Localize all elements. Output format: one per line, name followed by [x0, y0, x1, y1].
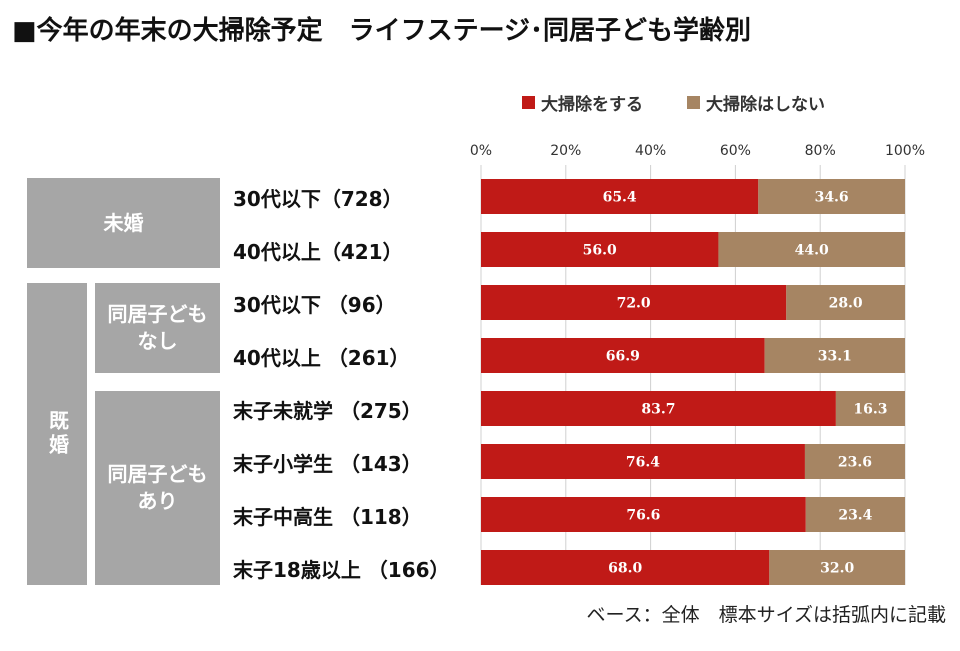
group-with-children: 同居子ども あり — [95, 391, 220, 585]
bar-no-cleaning — [835, 391, 905, 426]
legend-swatch-not — [687, 96, 700, 109]
chart-title: ■今年の年末の大掃除予定 ライフステージ･同居子ども学齢別 — [12, 16, 752, 46]
row-label: 30代以下（728） — [233, 187, 403, 211]
bar-do-cleaning — [481, 497, 806, 532]
bar-do-cleaning — [481, 550, 770, 585]
row-label: 40代以上 （261） — [233, 346, 410, 370]
x-tick-label: 60% — [720, 143, 751, 159]
row-label: 末子中高生 （118） — [233, 505, 422, 529]
bar-no-cleaning — [804, 444, 905, 479]
bar-do-cleaning — [481, 444, 805, 479]
bar-no-cleaning — [786, 285, 905, 320]
x-tick-label: 100% — [885, 143, 925, 159]
data-label: 44.0 — [795, 243, 829, 259]
data-label: 32.0 — [820, 561, 854, 577]
group-unmarried: 未婚 — [27, 178, 220, 268]
bar-no-cleaning — [718, 232, 905, 267]
legend-label-do: 大掃除をする — [541, 95, 643, 115]
bar-no-cleaning — [805, 497, 905, 532]
data-label: 76.6 — [626, 508, 660, 524]
bar-no-cleaning — [758, 179, 905, 214]
x-tick-label: 80% — [805, 143, 836, 159]
data-label: 66.9 — [606, 349, 640, 365]
x-tick-label: 0% — [470, 143, 492, 159]
row-label: 末子18歳以上 （166） — [233, 558, 450, 582]
row-label: 末子未就学 （275） — [233, 399, 422, 423]
bar-do-cleaning — [481, 391, 836, 426]
data-label: 23.6 — [838, 455, 872, 471]
legend-item-not: 大掃除はしない — [687, 90, 825, 115]
group-married: 既婚 — [27, 283, 87, 585]
bar-no-cleaning — [769, 550, 905, 585]
data-label: 56.0 — [583, 243, 617, 259]
legend-label-not: 大掃除はしない — [706, 95, 825, 115]
base-note: ベース：全体 標本サイズは括弧内に記載 — [586, 604, 946, 626]
x-tick-label: 40% — [635, 143, 666, 159]
data-label: 34.6 — [815, 190, 849, 206]
data-label: 28.0 — [829, 296, 863, 312]
x-tick-label: 20% — [550, 143, 581, 159]
group-married-label: 既婚 — [45, 410, 70, 458]
legend: 大掃除をする 大掃除はしない — [522, 90, 825, 115]
data-label: 72.0 — [617, 296, 651, 312]
data-label: 68.0 — [608, 561, 642, 577]
bar-do-cleaning — [481, 285, 787, 320]
bar-do-cleaning — [481, 232, 719, 267]
data-label: 16.3 — [853, 402, 887, 418]
bar-do-cleaning — [481, 179, 759, 214]
data-label: 65.4 — [603, 190, 637, 206]
bar-no-cleaning — [764, 338, 905, 373]
bar-do-cleaning — [481, 338, 765, 373]
data-label: 23.4 — [838, 508, 872, 524]
group-with-children-label: 同居子ども あり — [107, 462, 208, 513]
row-label: 40代以上（421） — [233, 240, 403, 264]
group-no-children-label: 同居子ども なし — [107, 302, 208, 353]
legend-item-do: 大掃除をする — [522, 90, 643, 115]
data-label: 33.1 — [818, 349, 852, 365]
legend-swatch-do — [522, 96, 535, 109]
group-no-children: 同居子ども なし — [95, 283, 220, 373]
data-label: 76.4 — [626, 455, 660, 471]
row-label: 30代以下 （96） — [233, 293, 396, 317]
row-label: 末子小学生 （143） — [233, 452, 422, 476]
data-label: 83.7 — [641, 402, 675, 418]
